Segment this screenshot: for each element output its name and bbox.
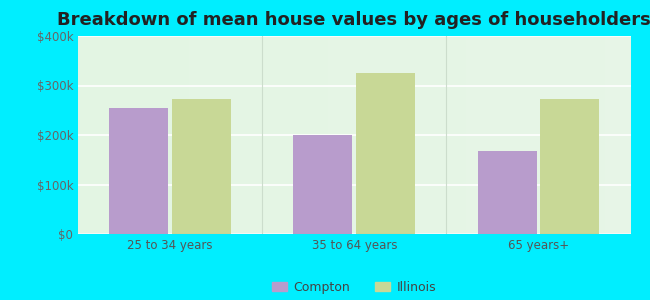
- Bar: [356, 73, 415, 234]
- Bar: [172, 99, 231, 234]
- Legend: Compton, Illinois: Compton, Illinois: [267, 276, 441, 299]
- Bar: [478, 151, 537, 234]
- Title: Breakdown of mean house values by ages of householders: Breakdown of mean house values by ages o…: [57, 11, 650, 29]
- Bar: [109, 108, 168, 234]
- Bar: [293, 135, 352, 234]
- Bar: [540, 99, 599, 234]
